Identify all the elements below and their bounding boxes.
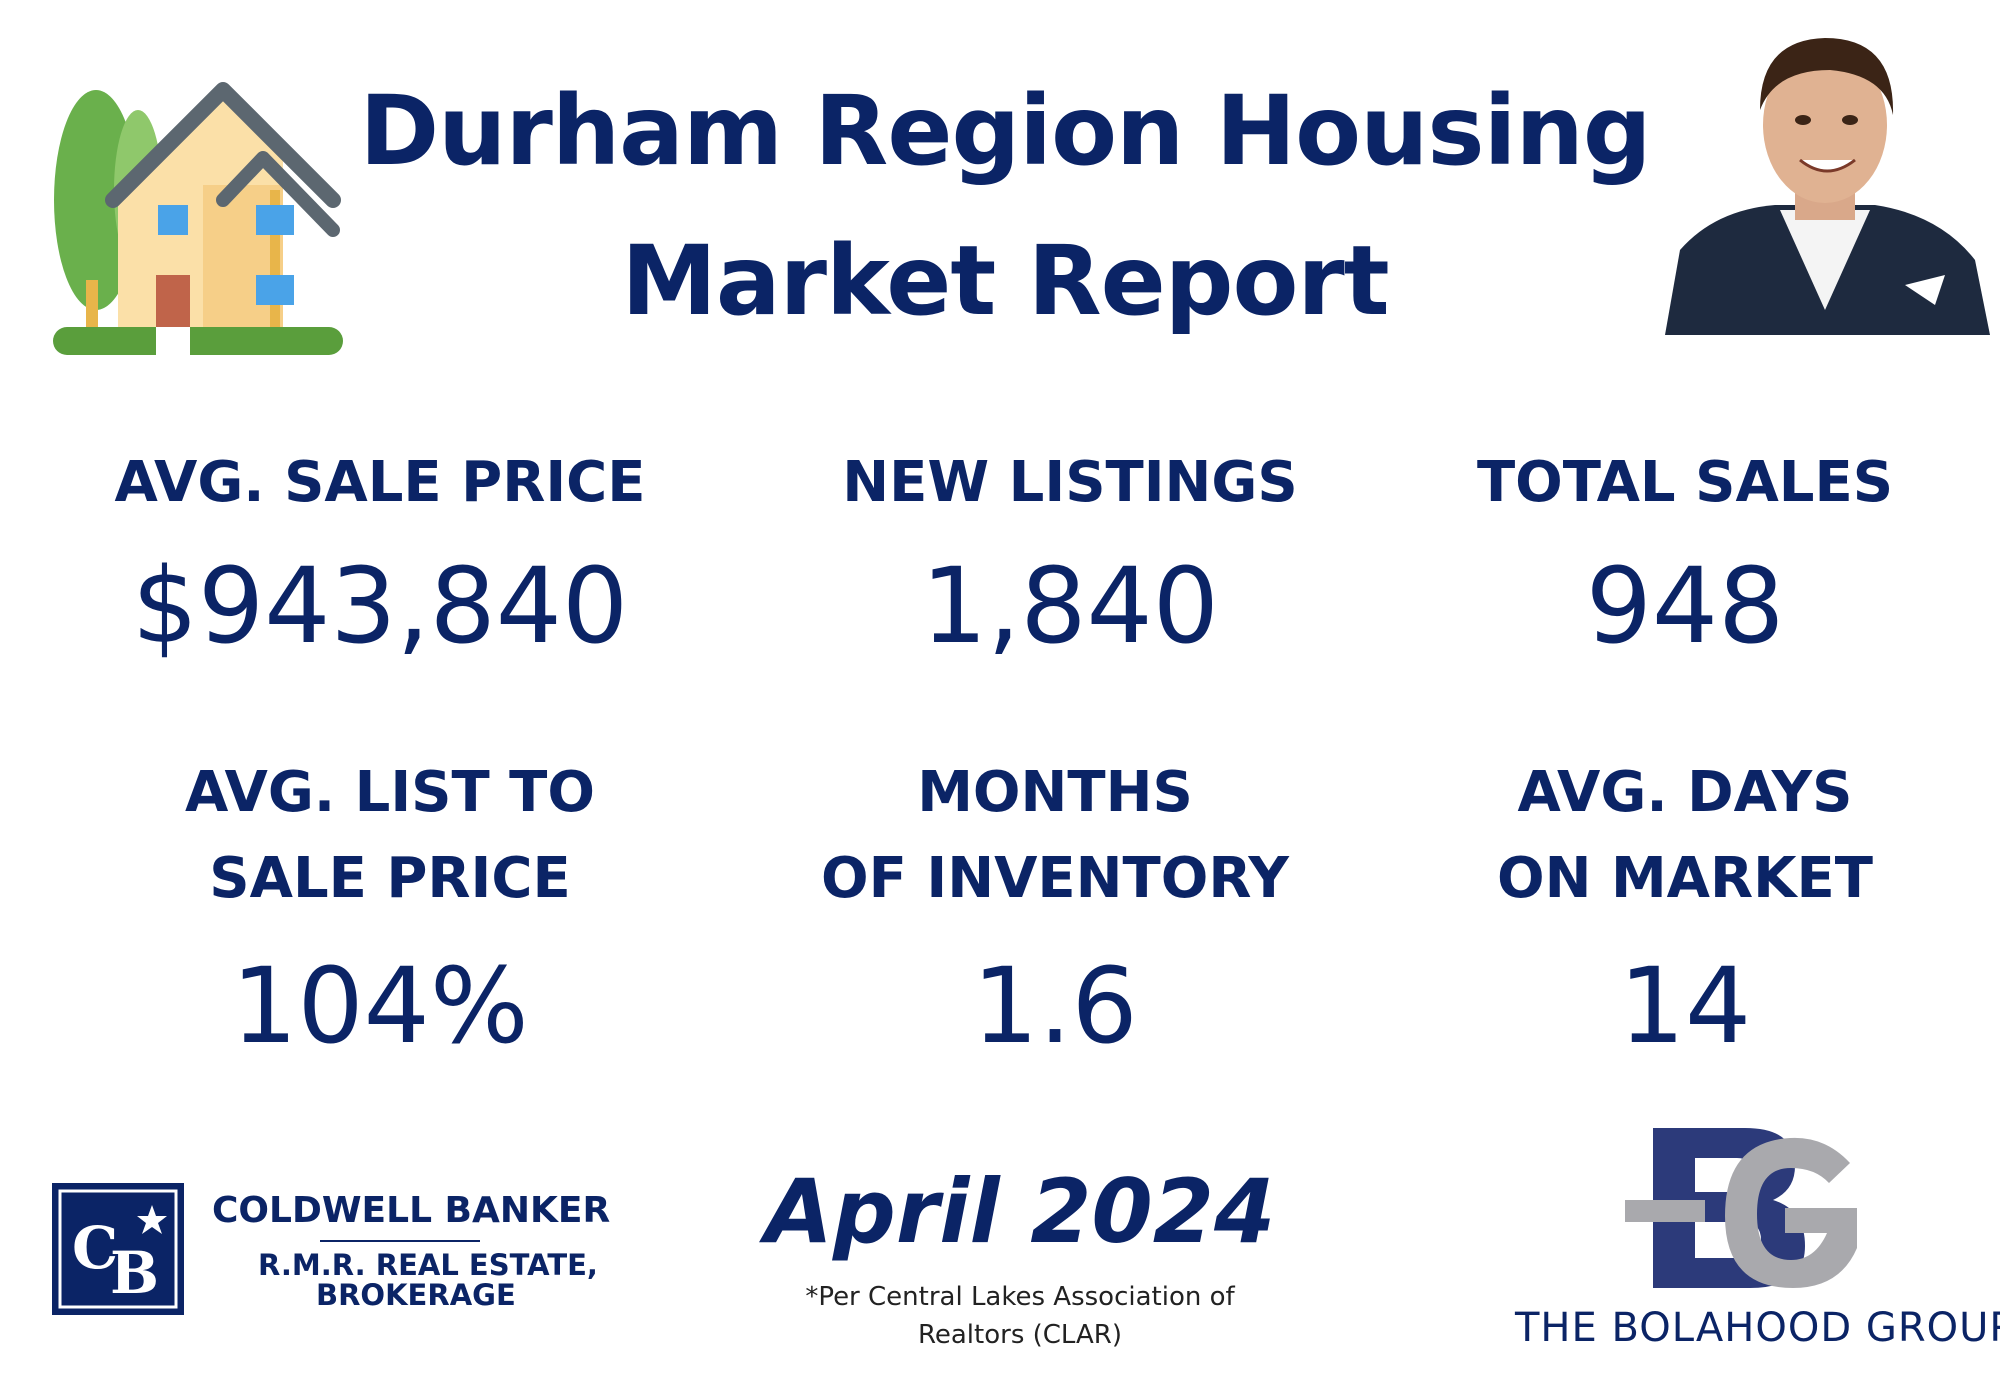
avg-sale-price-value: $943,840 [131,545,629,667]
page-title-line1: Durham Region Housing [359,75,1651,187]
months-inventory-label-line2: OF INVENTORY [821,846,1289,911]
avg-sale-price-label: AVG. SALE PRICE [114,450,646,515]
new-listings-label: NEW LISTINGS [842,450,1298,515]
bolahood-group-logo [1625,1128,1857,1288]
list-to-sale-value: 104% [231,945,529,1067]
list-to-sale-label-line2: SALE PRICE [209,846,571,911]
source-note-line2: Realtors (CLAR) [917,1320,1123,1350]
brokerage-sub-line1: R.M.R. REAL ESTATE, [258,1248,598,1282]
total-sales-value: 948 [1585,545,1785,667]
report-date: April 2024 [764,1160,1276,1263]
agent-portrait [1655,20,1995,335]
brokerage-name: COLDWELL BANKER [212,1190,611,1231]
house-icon [53,82,343,355]
brokerage-divider [320,1240,480,1242]
new-listings-value: 1,840 [921,545,1219,667]
coldwell-banker-logo: C B [52,1183,184,1315]
days-on-market-value: 14 [1618,945,1752,1067]
group-name: THE BOLAHOOD GROUP [1515,1305,2000,1351]
total-sales-label: TOTAL SALES [1476,450,1894,515]
source-note-line1: *Per Central Lakes Association of [805,1282,1235,1312]
months-inventory-value: 1.6 [972,945,1138,1067]
svg-text:B: B [110,1239,159,1307]
svg-text:C: C [72,1214,118,1282]
source-note: *Per Central Lakes Association of Realto… [780,1278,1260,1354]
days-on-market-label-line2: ON MARKET [1496,846,1873,911]
brokerage-sub-line2: BROKERAGE [316,1278,516,1312]
list-to-sale-label-line1: AVG. LIST TO [185,760,595,825]
months-inventory-label-line1: MONTHS [917,760,1193,825]
page-title-line2: Market Report [621,225,1389,337]
days-on-market-label-line1: AVG. DAYS [1517,760,1853,825]
